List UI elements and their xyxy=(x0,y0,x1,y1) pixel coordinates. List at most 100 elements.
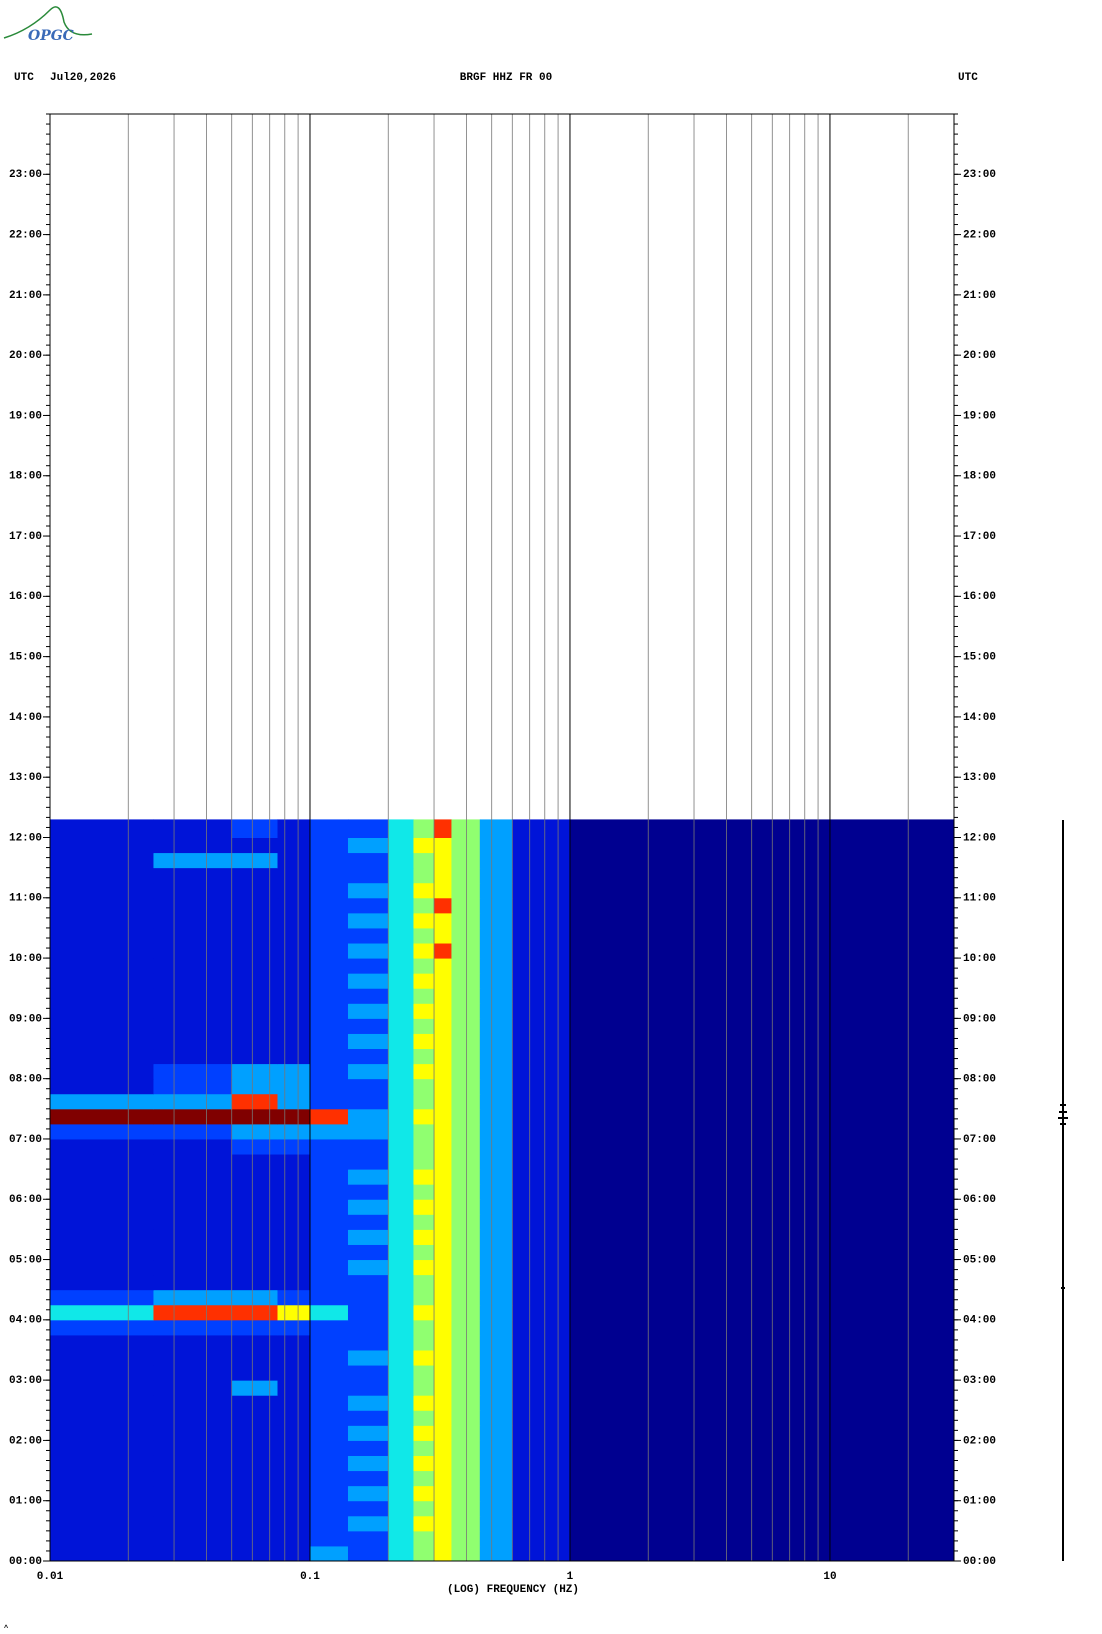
heat-cell xyxy=(479,1093,513,1110)
heat-cell xyxy=(451,1244,481,1261)
heat-cell xyxy=(231,927,279,944)
heat-cell xyxy=(451,927,481,944)
heat-cell xyxy=(512,912,571,929)
heat-cell xyxy=(512,882,571,899)
heat-cell xyxy=(388,1530,414,1547)
heat-cell xyxy=(434,1455,452,1472)
y-tick-label-right: 19:00 xyxy=(963,410,996,422)
heat-cell xyxy=(347,1530,389,1547)
heat-cell xyxy=(434,1184,452,1200)
heat-cell xyxy=(50,1244,154,1261)
heat-cell xyxy=(479,852,513,869)
heat-cell xyxy=(388,1304,414,1321)
heat-cell xyxy=(434,1063,452,1080)
heat-cell xyxy=(388,867,414,884)
heat-cell xyxy=(569,912,649,929)
heat-cell xyxy=(50,1018,154,1034)
heat-cell xyxy=(277,1199,311,1215)
heat-cell xyxy=(231,1154,279,1170)
heat-cell xyxy=(479,943,513,959)
heat-cell xyxy=(388,1108,414,1125)
heat-cell xyxy=(512,1485,571,1502)
heat-cell xyxy=(569,1199,649,1215)
y-tick-label: 04:00 xyxy=(9,1315,42,1327)
heat-cell xyxy=(277,1274,311,1291)
heat-cell xyxy=(648,1440,955,1456)
heat-cell xyxy=(569,973,649,989)
heat-cell xyxy=(434,1259,452,1276)
heat-cell xyxy=(309,897,349,914)
heat-cell xyxy=(277,1395,311,1411)
heat-cell xyxy=(451,1545,481,1562)
heat-cell xyxy=(434,1003,452,1019)
heat-cell xyxy=(277,897,311,914)
heat-cell xyxy=(648,1500,955,1517)
heat-cell xyxy=(153,819,233,838)
heat-cell xyxy=(231,1410,279,1426)
heat-cell xyxy=(347,1169,389,1185)
heat-cell xyxy=(153,943,233,959)
heat-cell xyxy=(277,1470,311,1487)
heat-cell xyxy=(479,1108,513,1125)
heat-cell xyxy=(451,1093,481,1110)
heat-cell xyxy=(512,1304,571,1321)
heat-cell xyxy=(231,1304,279,1321)
heat-cell xyxy=(277,1319,311,1336)
y-tick-label: 16:00 xyxy=(9,591,42,603)
heat-cell xyxy=(451,1334,481,1351)
heat-cell xyxy=(413,819,435,838)
heat-cell xyxy=(413,1199,435,1215)
heat-cell xyxy=(309,1319,349,1336)
heat-cell xyxy=(479,1365,513,1381)
heat-cell xyxy=(388,1229,414,1245)
heat-cell xyxy=(231,1108,279,1125)
heat-cell xyxy=(569,1365,649,1381)
heat-cell xyxy=(451,1380,481,1396)
heat-cell xyxy=(309,1199,349,1215)
heat-cell xyxy=(277,1078,311,1095)
heat-cell xyxy=(309,1184,349,1200)
heat-cell xyxy=(50,1334,154,1351)
heat-cell xyxy=(434,1123,452,1140)
heat-cell xyxy=(277,1244,311,1261)
heat-cell xyxy=(451,1395,481,1411)
heat-cell xyxy=(347,1199,389,1215)
heat-cell xyxy=(648,1545,955,1562)
heat-cell xyxy=(434,1093,452,1110)
y-tick-label-right: 13:00 xyxy=(963,772,996,784)
heat-cell xyxy=(277,1440,311,1456)
heat-cell xyxy=(50,1154,154,1170)
heat-cell xyxy=(512,867,571,884)
heat-cell xyxy=(451,1229,481,1245)
heat-cell xyxy=(388,943,414,959)
heat-cell xyxy=(413,1033,435,1050)
y-tick-label-right: 15:00 xyxy=(963,652,996,664)
heat-cell xyxy=(569,1078,649,1095)
heat-cell xyxy=(413,1530,435,1547)
heat-cell xyxy=(153,1334,233,1351)
heat-cell xyxy=(569,1018,649,1034)
heat-cell xyxy=(309,1304,349,1321)
heat-cell xyxy=(347,1319,389,1336)
heat-cell xyxy=(648,1365,955,1381)
heat-cell xyxy=(451,1349,481,1366)
heat-cell xyxy=(434,1349,452,1366)
heat-cell xyxy=(153,1003,233,1019)
heat-cell xyxy=(451,1440,481,1456)
heat-cell xyxy=(479,1018,513,1034)
heat-cell xyxy=(648,1334,955,1351)
heat-cell xyxy=(413,1395,435,1411)
heat-cell xyxy=(309,867,349,884)
heat-cell xyxy=(512,1063,571,1080)
heat-cell xyxy=(277,1380,311,1396)
heat-cell xyxy=(277,988,311,1004)
heat-cell xyxy=(648,897,955,914)
heat-cell xyxy=(347,1304,389,1321)
heat-cell xyxy=(479,837,513,854)
heat-cell xyxy=(569,1410,649,1426)
heat-cell xyxy=(434,1500,452,1517)
heat-cell xyxy=(388,988,414,1004)
heat-cell xyxy=(347,943,389,959)
heat-cell xyxy=(512,973,571,989)
heat-cell xyxy=(277,1515,311,1532)
